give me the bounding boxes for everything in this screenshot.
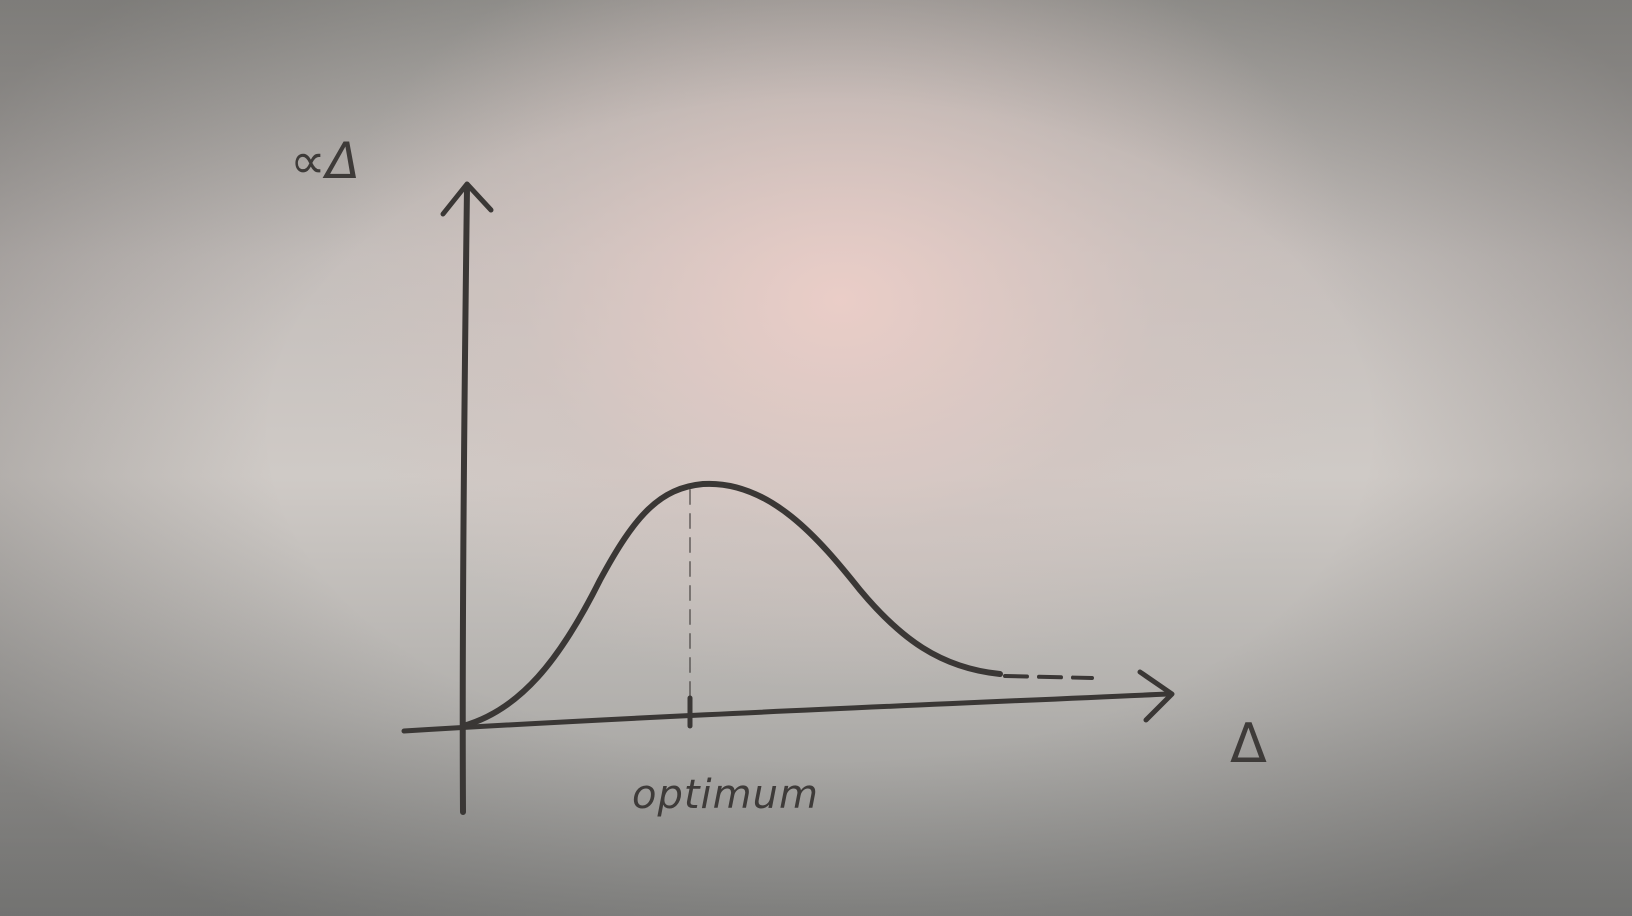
curve: [460, 480, 1003, 729]
x-axis-line: [401, 691, 1171, 734]
y-axis-arrowhead: [440, 181, 494, 217]
optimum-label: optimum: [632, 772, 819, 818]
x-axis-label: Δ: [1230, 712, 1267, 775]
y-axis-line: [459, 185, 470, 815]
y-axis-label: ∝Δ: [290, 132, 360, 190]
curve-dashed-tail: [1003, 674, 1094, 680]
x-axis-arrowhead: [1137, 669, 1175, 723]
